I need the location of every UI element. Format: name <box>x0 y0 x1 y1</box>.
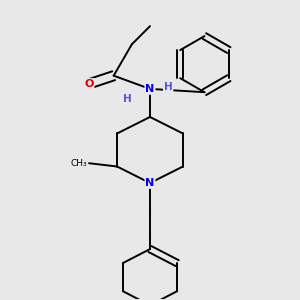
Text: H: H <box>164 82 172 92</box>
Text: CH₃: CH₃ <box>71 159 87 168</box>
Text: H: H <box>122 94 131 104</box>
Text: N: N <box>146 178 154 188</box>
Text: O: O <box>84 79 94 89</box>
Text: N: N <box>146 84 154 94</box>
